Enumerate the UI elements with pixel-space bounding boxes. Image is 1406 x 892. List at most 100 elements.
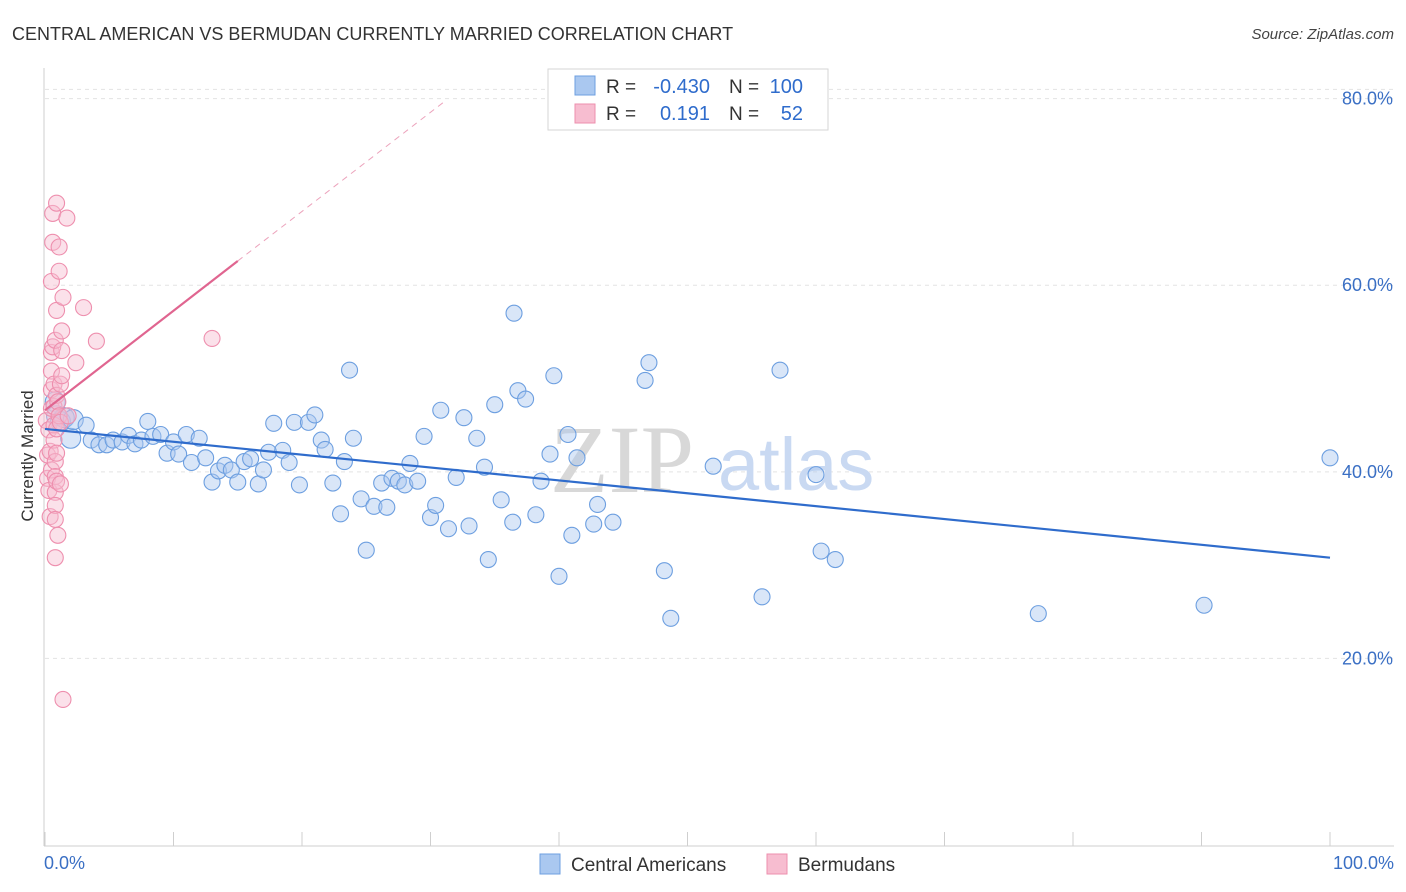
y-tick-labels: 20.0% 40.0% 60.0% 80.0% xyxy=(1342,89,1393,669)
data-point xyxy=(67,354,85,372)
series-bermudans xyxy=(37,194,221,709)
data-point xyxy=(427,496,445,514)
data-point xyxy=(439,520,458,538)
data-point xyxy=(378,498,396,516)
gridlines xyxy=(45,88,1394,659)
data-point xyxy=(662,609,680,627)
data-point xyxy=(182,453,201,472)
data-point xyxy=(51,475,69,493)
trend-line-bermudans xyxy=(44,260,239,412)
data-point xyxy=(826,550,844,569)
data-point xyxy=(75,299,93,317)
data-point xyxy=(1321,449,1339,467)
data-point xyxy=(203,329,221,347)
legend-swatch-central-americans xyxy=(574,75,596,96)
data-point xyxy=(479,550,497,569)
data-point xyxy=(77,416,95,434)
y-tick-label-40: 40.0% xyxy=(1342,462,1393,482)
data-point xyxy=(290,476,308,494)
data-point xyxy=(152,425,170,444)
data-point xyxy=(54,288,72,306)
data-point xyxy=(545,367,563,385)
data-point xyxy=(59,407,77,425)
x-tick-labels: 0.0% 100.0% xyxy=(44,853,1394,873)
legend-n-value-2: 52 xyxy=(781,103,803,125)
data-point xyxy=(563,526,581,544)
points-layer xyxy=(37,194,1339,709)
data-point xyxy=(812,542,830,560)
data-point xyxy=(53,367,71,385)
data-point xyxy=(640,354,658,372)
data-point xyxy=(365,497,383,515)
data-point xyxy=(357,541,375,559)
data-point xyxy=(527,506,545,524)
data-point xyxy=(53,322,71,340)
data-point xyxy=(532,472,550,490)
data-point xyxy=(550,567,568,585)
data-point xyxy=(604,513,622,531)
data-point xyxy=(468,429,486,447)
data-point xyxy=(1029,605,1047,623)
data-point xyxy=(517,390,535,408)
data-point xyxy=(704,457,722,475)
data-point xyxy=(46,510,64,528)
data-point xyxy=(504,513,522,531)
data-point xyxy=(50,238,68,256)
data-point xyxy=(87,332,105,350)
data-point xyxy=(316,440,334,458)
data-point xyxy=(636,371,654,389)
bottom-legend-swatch-bermudans xyxy=(766,853,788,875)
data-point xyxy=(46,549,64,567)
data-point xyxy=(170,445,188,463)
data-point xyxy=(197,449,215,467)
data-point xyxy=(54,690,72,709)
data-point xyxy=(46,331,64,349)
data-point xyxy=(42,362,60,380)
data-point xyxy=(340,361,359,379)
data-point xyxy=(409,472,427,490)
chart-title: CENTRAL AMERICAN VS BERMUDAN CURRENTLY M… xyxy=(12,24,733,44)
data-point xyxy=(568,449,586,467)
data-point xyxy=(139,412,157,431)
data-point xyxy=(335,453,353,471)
data-point xyxy=(46,496,64,514)
trend-line-extension-bermudans xyxy=(237,101,444,262)
data-point xyxy=(324,474,342,492)
chart-source: Source: ZipAtlas.com xyxy=(1251,26,1394,43)
x-tick-label-max: 100.0% xyxy=(1333,853,1394,873)
legend-r-label-1: R = xyxy=(606,77,636,98)
data-point xyxy=(541,445,559,463)
data-point xyxy=(432,401,450,419)
data-point xyxy=(447,468,465,486)
data-point xyxy=(753,588,771,606)
data-point xyxy=(45,431,63,449)
data-point xyxy=(455,409,473,427)
data-point xyxy=(285,413,303,431)
data-point xyxy=(344,429,362,447)
legend-r-label-2: R = xyxy=(606,104,636,125)
series-central-americans xyxy=(44,304,1339,627)
data-point xyxy=(588,495,607,514)
data-point xyxy=(50,407,68,425)
data-point xyxy=(396,476,414,494)
bottom-legend-swatch-central-americans xyxy=(539,853,561,875)
data-point xyxy=(265,414,283,432)
trend-layer xyxy=(44,101,1331,559)
bottom-legend-label-central-americans: Central Americans xyxy=(571,855,726,876)
data-point xyxy=(460,517,478,535)
data-point xyxy=(486,396,504,414)
data-point xyxy=(229,473,247,491)
data-point xyxy=(655,562,673,580)
bottom-legend: Central Americans Bermudans xyxy=(539,853,895,876)
data-point xyxy=(415,427,433,445)
legend-n-value-1: 100 xyxy=(770,76,803,98)
legend-r-value-1: -0.430 xyxy=(653,76,710,98)
data-point xyxy=(190,429,208,447)
legend-n-label-1: N = xyxy=(729,77,759,98)
data-point xyxy=(41,442,59,460)
legend-r-value-2: 0.191 xyxy=(660,103,710,125)
data-point xyxy=(1195,596,1213,614)
data-point xyxy=(254,461,273,479)
data-point xyxy=(280,453,298,472)
data-point xyxy=(48,444,66,462)
